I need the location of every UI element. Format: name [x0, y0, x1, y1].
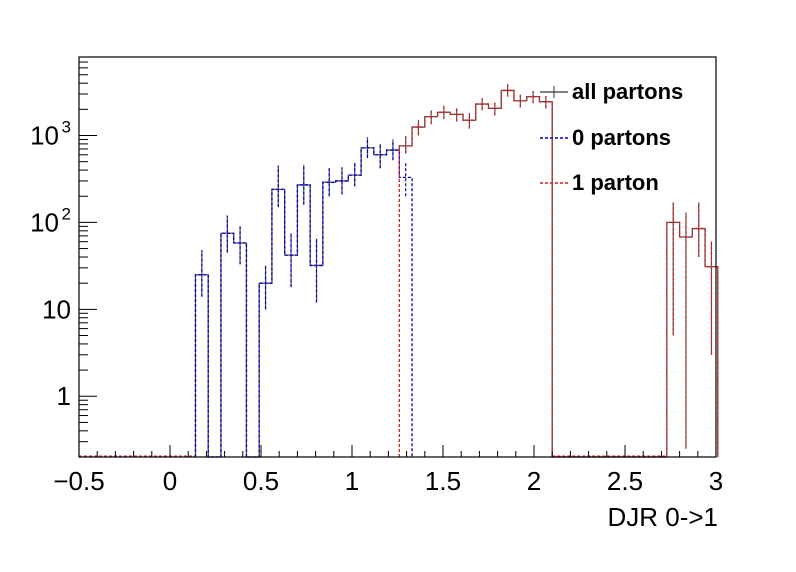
x-tick-label: 0.5 — [243, 466, 279, 496]
y-tick-label: 10 — [30, 207, 59, 237]
x-axis-title: DJR 0->1 — [607, 502, 718, 532]
x-tick-label: 2 — [527, 466, 541, 496]
legend-label: 1 parton — [572, 170, 659, 195]
series-one — [398, 84, 719, 458]
y-tick-exponent: 2 — [62, 204, 71, 223]
legend: all partons 0 partons 1 parton — [540, 79, 683, 195]
series-step-line — [398, 89, 719, 458]
x-tick-label: 1 — [345, 466, 359, 496]
y-tick-label: 10 — [30, 120, 59, 150]
x-axis: −0.5 0 0.5 1 1.5 2 2.5 3 — [53, 445, 723, 496]
legend-label: all partons — [572, 79, 683, 104]
x-tick-label: −0.5 — [53, 466, 104, 496]
x-tick-label: 3 — [709, 466, 723, 496]
y-tick-label: 1 — [57, 381, 71, 411]
series-zero — [194, 137, 413, 458]
plot-series — [79, 84, 719, 458]
y-tick-label: 10 — [42, 294, 71, 324]
x-tick-label: 0 — [163, 466, 177, 496]
legend-label: 0 partons — [572, 125, 671, 150]
x-tick-label: 1.5 — [425, 466, 461, 496]
x-tick-label: 2.5 — [607, 466, 643, 496]
y-tick-exponent: 3 — [62, 117, 71, 136]
series-step-line — [194, 147, 413, 458]
